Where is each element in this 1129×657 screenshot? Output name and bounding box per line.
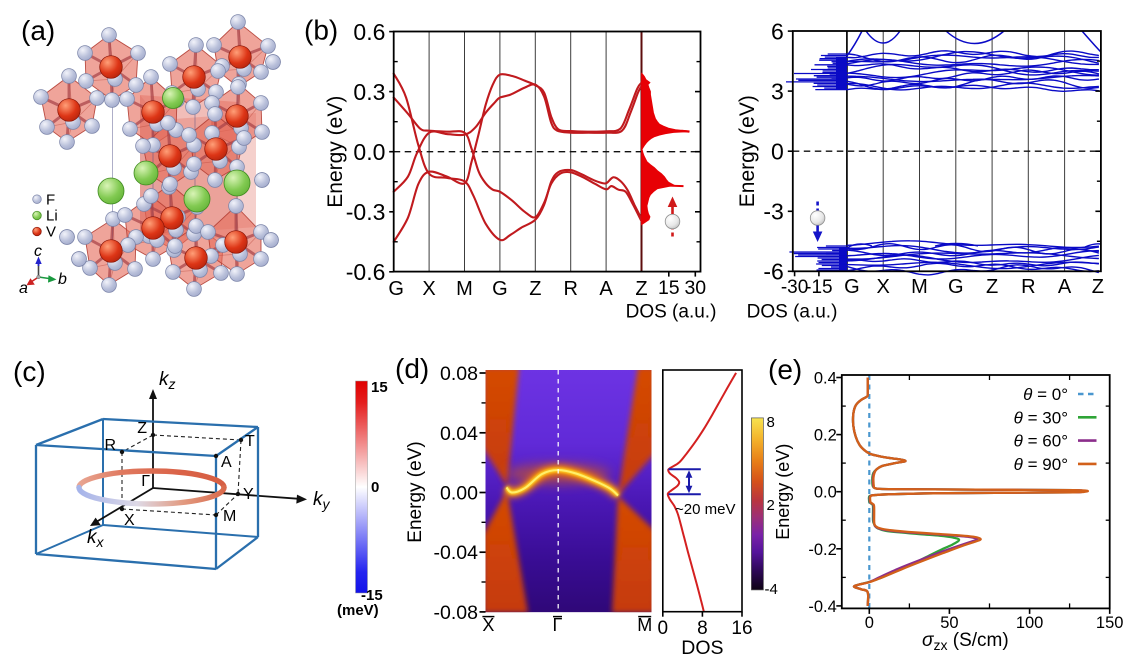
svg-text:30: 30: [684, 277, 706, 299]
svg-text:Energy (eV): Energy (eV): [773, 444, 793, 540]
svg-text:b: b: [58, 271, 67, 288]
svg-text:X: X: [877, 276, 890, 298]
svg-text:-0.6: -0.6: [346, 259, 386, 285]
svg-text:-0.08: -0.08: [434, 602, 478, 624]
svg-text:0: 0: [771, 138, 784, 164]
svg-text:σzx (S/cm): σzx (S/cm): [922, 630, 1009, 653]
svg-text:0.08: 0.08: [440, 363, 478, 385]
svg-text:~20 meV: ~20 meV: [675, 501, 735, 518]
svg-text:-4: -4: [765, 581, 778, 598]
svg-text:8: 8: [697, 618, 708, 639]
svg-text:0: 0: [865, 614, 874, 632]
svg-text:c: c: [34, 243, 42, 260]
svg-text:M: M: [637, 615, 652, 635]
svg-text:A: A: [221, 454, 232, 471]
svg-text:Γ: Γ: [141, 473, 150, 490]
svg-text:-30: -30: [781, 277, 808, 298]
svg-text:0.3: 0.3: [353, 79, 385, 105]
svg-text:θ = 90°: θ = 90°: [1014, 455, 1068, 474]
svg-text:-15: -15: [361, 587, 383, 604]
svg-text:Z: Z: [1092, 276, 1104, 298]
svg-text:-3: -3: [763, 199, 783, 225]
svg-text:-15: -15: [805, 277, 832, 298]
svg-text:θ = 60°: θ = 60°: [1014, 432, 1068, 451]
svg-text:R: R: [563, 278, 577, 300]
svg-text:0.0: 0.0: [814, 484, 837, 502]
svg-text:Energy (eV): Energy (eV): [405, 441, 426, 542]
svg-text:(b): (b): [304, 15, 338, 46]
svg-text:θ = 30°: θ = 30°: [1014, 408, 1068, 427]
svg-text:(e): (e): [768, 354, 802, 385]
svg-text:(meV): (meV): [337, 602, 379, 619]
svg-text:G: G: [844, 276, 860, 298]
svg-text:T: T: [245, 433, 255, 450]
svg-text:DOS (a.u.): DOS (a.u.): [626, 302, 717, 323]
svg-text:R: R: [1021, 276, 1035, 298]
svg-text:Energy (eV): Energy (eV): [324, 96, 347, 208]
svg-text:G: G: [948, 276, 964, 298]
svg-text:R: R: [104, 437, 116, 454]
svg-text:Z: Z: [635, 278, 647, 300]
svg-text:M: M: [911, 276, 928, 298]
svg-text:Energy (eV): Energy (eV): [736, 95, 759, 207]
svg-text:DOS (a.u.): DOS (a.u.): [747, 302, 838, 323]
svg-text:2: 2: [767, 497, 775, 514]
svg-text:150: 150: [1096, 614, 1124, 632]
svg-text:Li: Li: [46, 208, 58, 225]
svg-text:8: 8: [767, 414, 775, 431]
svg-text:-0.2: -0.2: [808, 541, 836, 559]
svg-text:Γ: Γ: [553, 615, 563, 635]
svg-text:V: V: [46, 224, 56, 241]
svg-text:0.0: 0.0: [353, 139, 385, 165]
svg-text:0.00: 0.00: [440, 483, 478, 505]
svg-text:X: X: [482, 615, 494, 635]
svg-text:M: M: [223, 508, 236, 525]
svg-text:(c): (c): [13, 356, 46, 387]
svg-text:Z: Z: [986, 276, 998, 298]
svg-text:-0.04: -0.04: [434, 542, 479, 564]
svg-text:0.6: 0.6: [353, 19, 385, 45]
svg-text:0.4: 0.4: [814, 370, 837, 388]
svg-text:Z: Z: [529, 278, 541, 300]
svg-text:6: 6: [771, 18, 784, 44]
svg-text:15: 15: [371, 379, 388, 396]
svg-text:0.04: 0.04: [440, 423, 478, 445]
svg-text:Y: Y: [243, 486, 254, 503]
svg-text:3: 3: [771, 78, 784, 104]
svg-text:G: G: [388, 278, 404, 300]
svg-text:a: a: [19, 280, 28, 297]
svg-text:0: 0: [371, 479, 379, 496]
svg-text:16: 16: [731, 618, 752, 639]
svg-text:-6: -6: [763, 259, 783, 285]
svg-text:0.2: 0.2: [814, 427, 837, 445]
svg-text:(d): (d): [395, 353, 429, 384]
svg-text:-0.4: -0.4: [808, 598, 836, 616]
svg-text:50: 50: [940, 614, 958, 632]
svg-text:100: 100: [1016, 614, 1044, 632]
svg-text:15: 15: [658, 277, 680, 299]
svg-text:M: M: [456, 278, 473, 300]
svg-text:Z: Z: [137, 420, 147, 437]
svg-text:A: A: [599, 278, 613, 300]
svg-text:X: X: [124, 512, 135, 529]
svg-text:θ = 0°: θ = 0°: [1023, 385, 1068, 404]
svg-text:-0.3: -0.3: [346, 199, 386, 225]
svg-text:0: 0: [658, 618, 669, 639]
svg-text:DOS: DOS: [681, 637, 723, 657]
svg-text:G: G: [492, 278, 508, 300]
svg-text:F: F: [46, 191, 55, 208]
svg-text:X: X: [422, 278, 435, 300]
svg-text:(a): (a): [21, 15, 55, 46]
svg-text:A: A: [1058, 276, 1072, 298]
